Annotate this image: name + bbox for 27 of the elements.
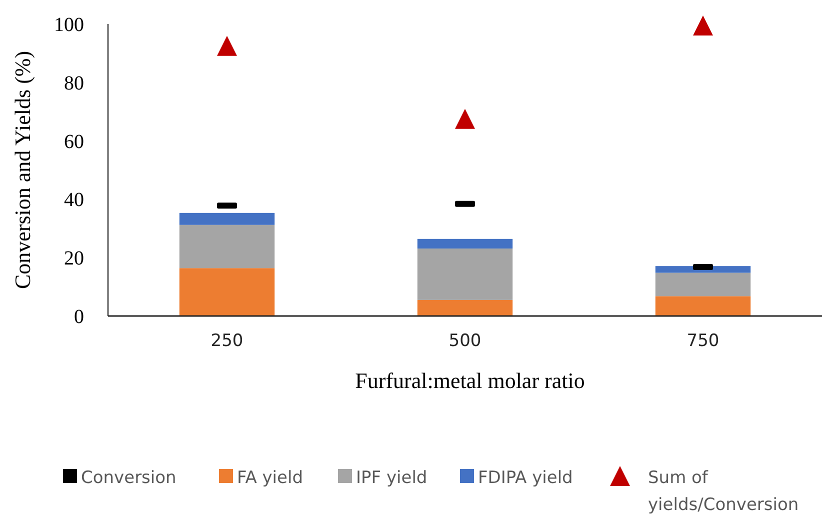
bar	[179, 268, 275, 316]
y-tick-label: 20	[64, 248, 84, 270]
point	[455, 108, 475, 129]
y-tick-label: 100	[54, 14, 84, 36]
legend-label: Sum of yields/Conversion	[648, 468, 799, 515]
legend-label: FA yield	[237, 468, 304, 488]
bar	[655, 272, 751, 296]
legend-label: Conversion	[81, 468, 176, 488]
bar	[655, 296, 751, 316]
y-axis-title: Conversion and Yields (%)	[10, 50, 35, 290]
legend-label: FDIPA yield	[478, 468, 573, 488]
point	[693, 15, 713, 36]
y-tick-label: 80	[64, 72, 84, 94]
y-tick-label: 40	[64, 189, 84, 212]
bar	[417, 248, 513, 300]
x-tick-label: 250	[210, 331, 244, 351]
y-tick-label: 60	[64, 130, 84, 153]
y-tick-label: 0	[74, 306, 84, 328]
bar	[417, 238, 513, 249]
bar	[179, 212, 275, 225]
x-axis-title: Furfural:metal molar ratio	[355, 368, 585, 393]
legend-label: IPF yield	[356, 468, 428, 488]
bar	[179, 224, 275, 268]
point	[217, 36, 237, 56]
x-tick-label: 500	[448, 331, 482, 351]
bar	[417, 300, 513, 316]
x-tick-label: 750	[686, 331, 720, 351]
